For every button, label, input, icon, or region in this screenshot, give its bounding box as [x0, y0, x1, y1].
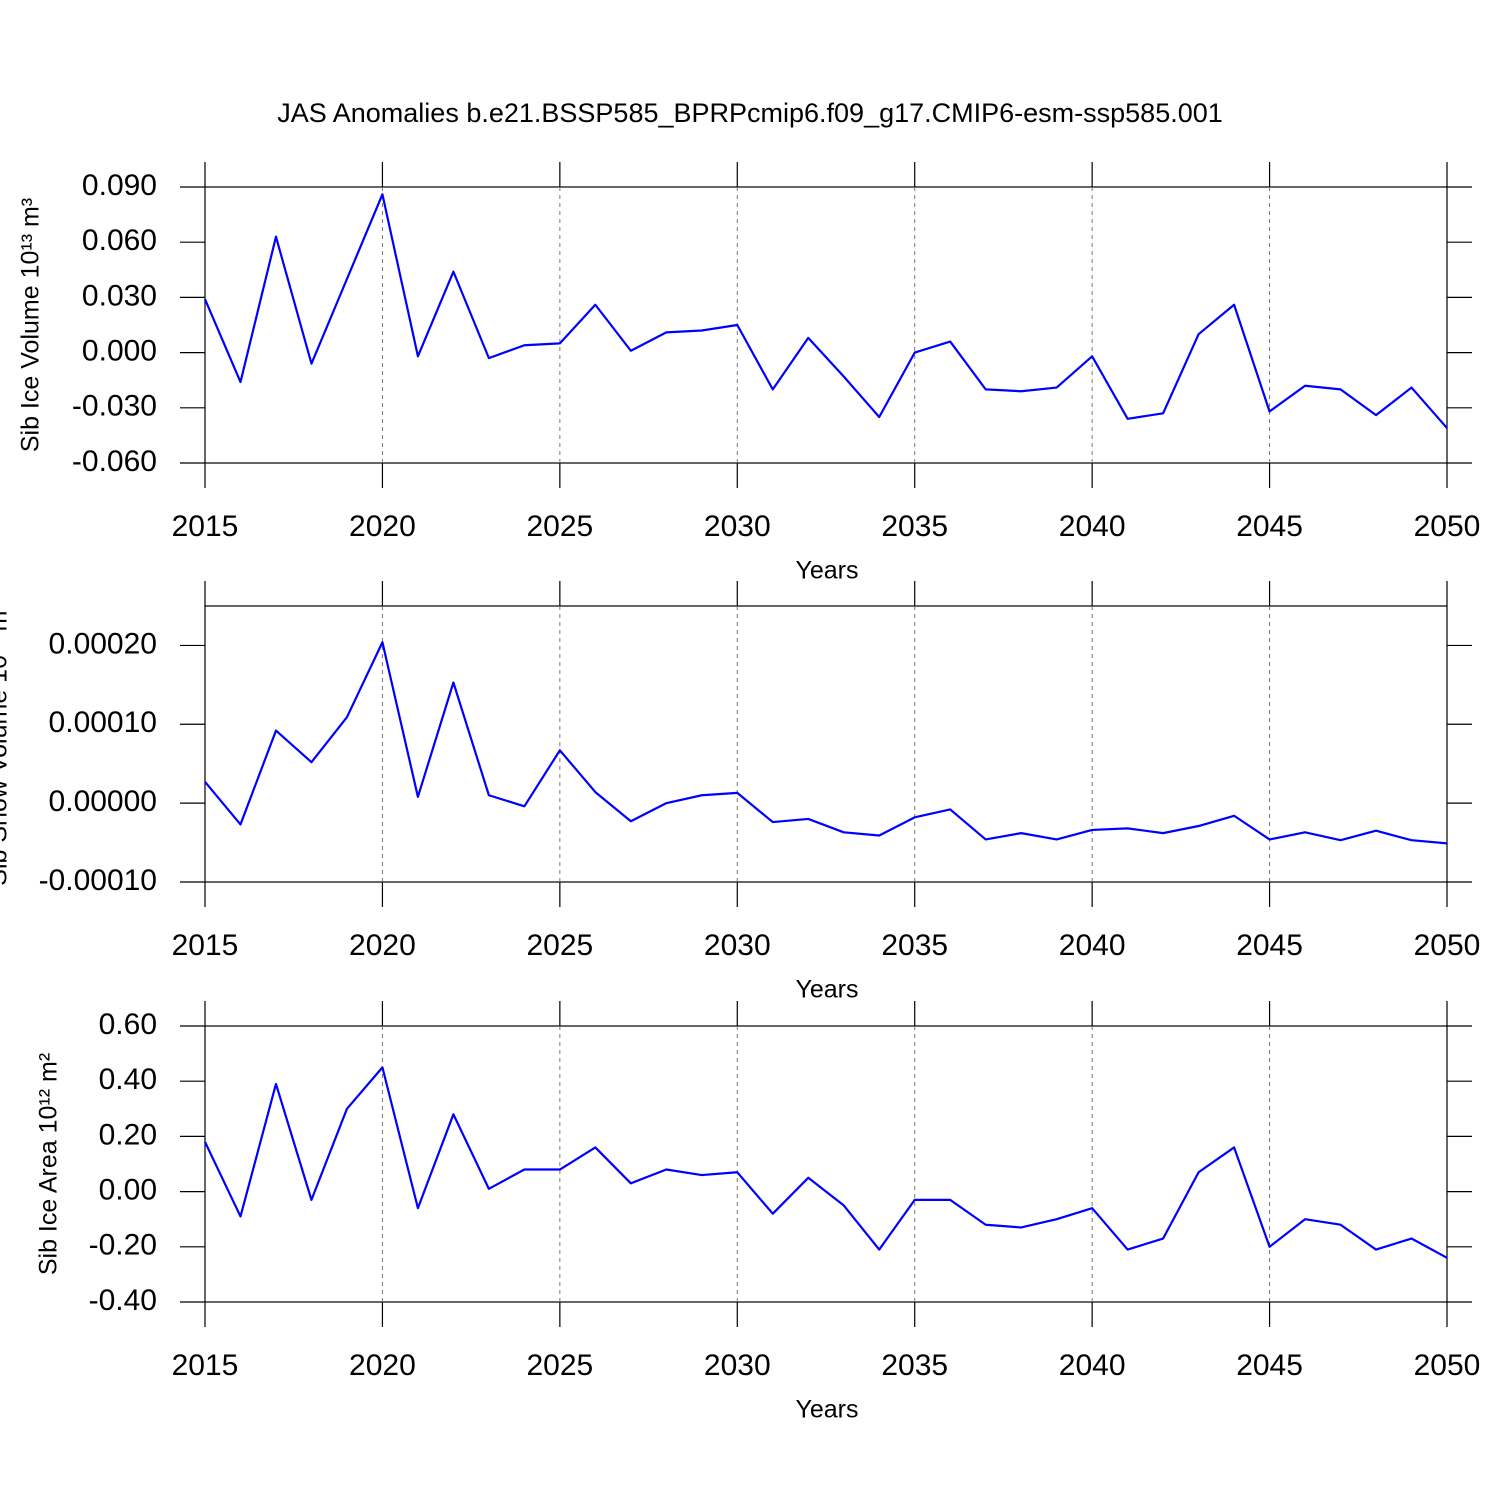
x-tick-label: 2030 [704, 929, 771, 962]
y-tick-label: 0.00010 [49, 706, 157, 739]
x-tick-label: 2035 [881, 929, 948, 962]
y-tick-label: 0.00 [99, 1174, 157, 1207]
y-axis-title: Sib Ice Volume 10¹³ m³ [17, 198, 45, 452]
y-tick-label: 0.060 [82, 224, 157, 257]
y-tick-label: -0.030 [72, 390, 157, 423]
plot-frame [204, 186, 1448, 464]
x-axis-title: Years [795, 976, 858, 1004]
chart-title: JAS Anomalies b.e21.BSSP585_BPRPcmip6.f0… [277, 98, 1223, 128]
x-tick-label: 2045 [1236, 929, 1303, 962]
y-tick-label: 0.000 [82, 335, 157, 368]
y-tick-label: -0.20 [89, 1229, 157, 1262]
y-tick-label: 0.090 [82, 169, 157, 202]
x-tick-label: 2025 [526, 510, 593, 543]
x-tick-label: 2050 [1414, 510, 1481, 543]
x-tick-label: 2050 [1414, 1349, 1481, 1382]
y-tick-label: 0.60 [99, 1008, 157, 1041]
x-axis-title: Years [795, 1396, 858, 1424]
x-tick-label: 2015 [172, 510, 239, 543]
y-tick-label: -0.00010 [39, 864, 157, 897]
x-tick-label: 2035 [881, 1349, 948, 1382]
y-tick-label: 0.00020 [49, 627, 157, 660]
x-tick-label: 2045 [1236, 510, 1303, 543]
y-tick-label: -0.40 [89, 1284, 157, 1317]
data-line [203, 193, 1448, 429]
x-tick-label: 2040 [1059, 929, 1126, 962]
x-tick-label: 2030 [704, 1349, 771, 1382]
data-line [204, 1066, 1448, 1259]
x-tick-label: 2025 [526, 1349, 593, 1382]
x-axis-title: Years [795, 557, 858, 585]
y-tick-label: 0.030 [82, 279, 157, 312]
data-line [204, 641, 1448, 845]
plot-frame [204, 605, 1448, 883]
x-tick-label: 2020 [349, 929, 416, 962]
x-tick-label: 2030 [704, 510, 771, 543]
y-tick-label: -0.060 [72, 445, 157, 478]
y-tick-label: 0.00000 [49, 785, 157, 818]
x-tick-label: 2045 [1236, 1349, 1303, 1382]
x-tick-label: 2040 [1059, 1349, 1126, 1382]
y-axis-title: Sib Snow Volume 10¹³ m³ [0, 602, 13, 885]
x-tick-label: 2020 [349, 510, 416, 543]
x-tick-label: 2015 [172, 929, 239, 962]
x-tick-label: 2025 [526, 929, 593, 962]
y-axis-title: Sib Ice Area 10¹² m² [35, 1053, 63, 1275]
x-tick-label: 2035 [881, 510, 948, 543]
plot-frame [204, 1025, 1448, 1303]
x-tick-label: 2050 [1414, 929, 1481, 962]
x-tick-label: 2015 [172, 1349, 239, 1382]
y-tick-label: 0.40 [99, 1063, 157, 1096]
y-tick-label: 0.20 [99, 1118, 157, 1151]
x-tick-label: 2020 [349, 1349, 416, 1382]
x-tick-label: 2040 [1059, 510, 1126, 543]
